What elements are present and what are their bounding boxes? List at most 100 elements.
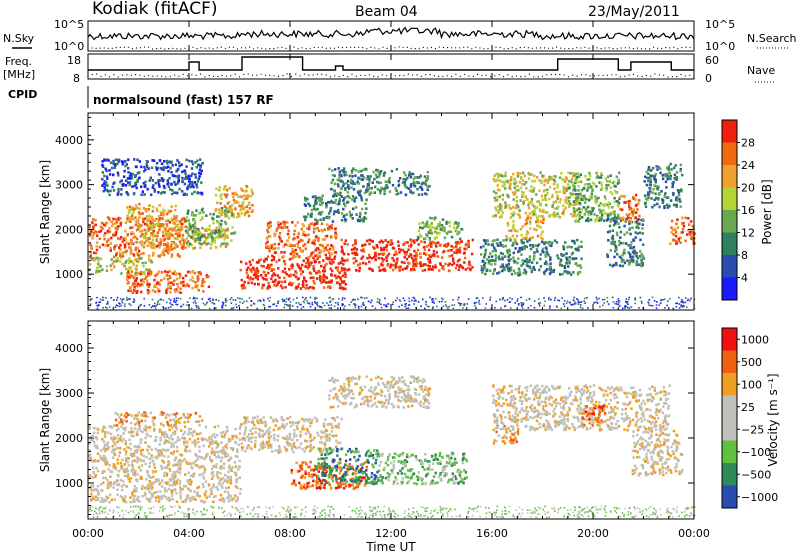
- nave-point: [273, 75, 275, 77]
- heatmap-cell: [384, 239, 387, 242]
- heatmap-cell: [171, 234, 174, 237]
- heatmap-cell: [380, 186, 383, 190]
- heatmap-cell: [364, 167, 367, 171]
- heatmap-cell: [175, 237, 178, 241]
- heatmap-cell: [223, 205, 227, 208]
- heatmap-cell: [395, 167, 399, 171]
- nave-point: [515, 75, 518, 77]
- heatmap-cell: [579, 195, 583, 198]
- heatmap-cell: [113, 260, 116, 263]
- nsearch-point: [204, 47, 206, 49]
- heatmap-cell: [232, 215, 235, 218]
- ground-scatter-cell: [538, 303, 540, 305]
- ground-scatter-cell: [428, 305, 430, 308]
- heatmap-cell: [319, 218, 322, 222]
- heatmap-cell: [595, 176, 599, 179]
- heatmap-cell: [485, 269, 488, 272]
- heatmap-cell: [533, 179, 537, 183]
- ground-scatter-cell: [475, 307, 477, 309]
- heatmap-cell: [120, 256, 123, 260]
- heatmap-cell: [163, 277, 166, 280]
- heatmap-cell: [410, 243, 413, 246]
- heatmap-cell: [185, 165, 188, 168]
- heatmap-cell: [323, 238, 327, 241]
- heatmap-cell: [443, 236, 447, 240]
- heatmap-cell: [527, 206, 531, 210]
- heatmap-cell: [199, 242, 202, 246]
- ground-scatter-cell: [186, 304, 188, 306]
- heatmap-cell: [688, 232, 691, 235]
- colorbar-segment: [722, 210, 737, 233]
- heatmap-cell: [604, 177, 607, 180]
- heatmap-cell: [351, 195, 355, 198]
- heatmap-cell: [675, 241, 679, 244]
- heatmap-cell: [202, 284, 205, 288]
- nave-point: [212, 75, 215, 77]
- heatmap-cell: [306, 258, 310, 261]
- ground-scatter-cell: [615, 303, 618, 305]
- heatmap-cell: [158, 246, 161, 249]
- nave-point: [485, 74, 487, 76]
- heatmap-cell: [193, 226, 196, 230]
- heatmap-cell: [142, 220, 145, 224]
- heatmap-cell: [658, 205, 661, 209]
- heatmap-cell: [634, 216, 638, 219]
- heatmap-cell: [319, 279, 322, 282]
- heatmap-cell: [107, 238, 110, 241]
- nsearch-point: [640, 48, 643, 50]
- ground-scatter-cell: [330, 307, 332, 310]
- heatmap-cell: [183, 169, 186, 172]
- heatmap-cell: [422, 263, 426, 266]
- ground-scatter-cell: [334, 302, 337, 304]
- heatmap-cell: [521, 171, 525, 175]
- ground-scatter-cell: [431, 298, 433, 300]
- heatmap-cell: [439, 227, 443, 231]
- heatmap-cell: [143, 234, 147, 238]
- heatmap-cell: [168, 160, 171, 164]
- heatmap-cell: [248, 206, 252, 210]
- heatmap-cell: [268, 285, 272, 289]
- nave-point: [490, 76, 492, 78]
- ground-scatter-cell: [617, 303, 620, 306]
- heatmap-cell: [513, 238, 516, 241]
- nave-point: [195, 74, 197, 76]
- heatmap-cell: [90, 257, 94, 260]
- nave-point: [165, 76, 167, 78]
- heatmap-cell: [344, 273, 347, 277]
- heatmap-cell: [225, 235, 228, 239]
- heatmap-cell: [374, 173, 378, 176]
- heatmap-cell: [123, 264, 126, 268]
- heatmap-cell: [576, 196, 579, 199]
- heatmap-cell: [427, 243, 431, 247]
- heatmap-cell: [331, 178, 335, 182]
- heatmap-cell: [191, 286, 194, 290]
- heatmap-cell: [668, 177, 671, 180]
- heatmap-cell: [365, 188, 368, 192]
- heatmap-cell: [216, 215, 219, 218]
- ground-scatter-cell: [387, 303, 389, 305]
- heatmap-cell: [460, 227, 463, 231]
- heatmap-cell: [133, 235, 137, 239]
- ground-scatter-cell: [520, 296, 522, 299]
- heatmap-cell: [375, 175, 379, 179]
- heatmap-cell: [298, 266, 301, 270]
- heatmap-cell: [346, 186, 350, 189]
- heatmap-cell: [137, 219, 140, 222]
- heatmap-cell: [536, 250, 539, 253]
- heatmap-cell: [140, 193, 143, 196]
- heatmap-cell: [285, 273, 289, 276]
- heatmap-cell: [310, 222, 314, 225]
- nave-point: [494, 75, 496, 77]
- ground-scatter-cell: [189, 297, 191, 299]
- heatmap-cell: [604, 211, 607, 215]
- heatmap-cell: [494, 256, 498, 260]
- heatmap-cell: [189, 278, 192, 282]
- heatmap-cell: [348, 210, 351, 214]
- ground-scatter-cell: [602, 304, 604, 307]
- heatmap-cell: [368, 260, 371, 264]
- heatmap-cell: [640, 252, 643, 256]
- heatmap-cell: [267, 263, 270, 267]
- nsearch-point: [253, 48, 255, 50]
- heatmap-cell: [99, 229, 103, 233]
- nave-point: [143, 75, 145, 77]
